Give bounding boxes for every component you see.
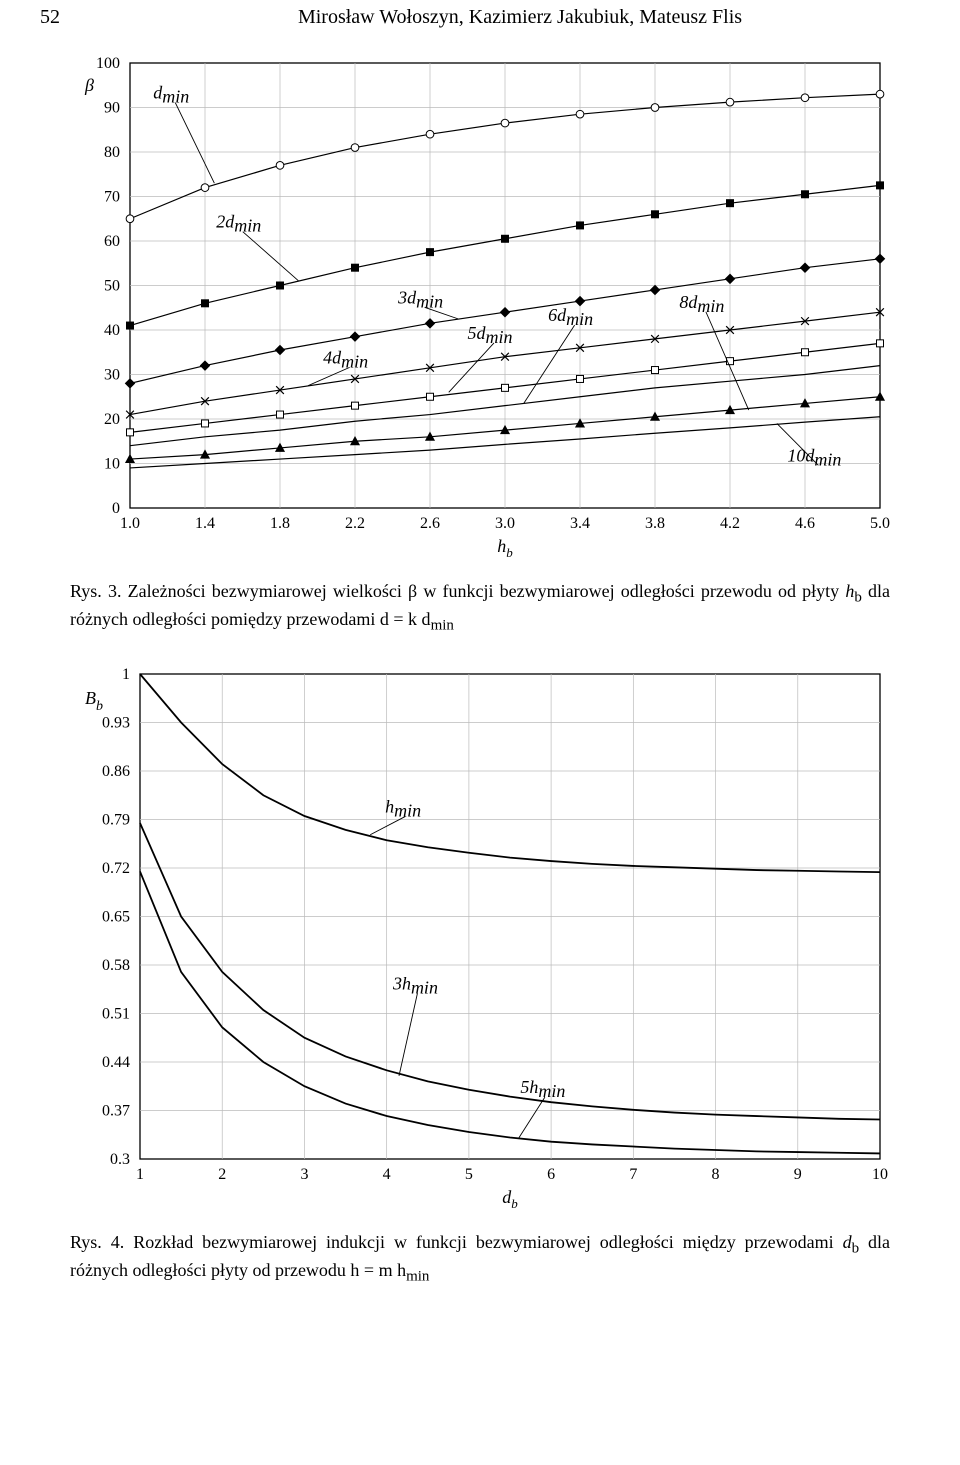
svg-text:40: 40 [104,322,120,339]
svg-text:8: 8 [712,1166,720,1183]
figure-4-caption: Rys. 4. Rozkład bezwymiarowej indukcji w… [0,1219,960,1305]
svg-text:7: 7 [629,1166,637,1183]
figure-4: 1 2 3 4 5 6 7 8 9 10 0.3 0.37 0.44 0.51 0.58 0.65 0.72 0.… [0,654,960,1219]
svg-text:0.44: 0.44 [102,1054,130,1071]
svg-text:1.8: 1.8 [270,515,290,532]
svg-text:1.4: 1.4 [195,515,215,532]
svg-text:hb: hb [497,536,513,560]
svg-text:70: 70 [104,189,120,206]
svg-text:10: 10 [872,1166,888,1183]
figure-3-caption: Rys. 3. Zależności bezwymiarowej wielkoś… [0,568,960,654]
svg-text:β: β [84,75,94,95]
svg-text:6: 6 [547,1166,555,1183]
svg-text:4: 4 [383,1166,391,1183]
figure-4-caption-text1: Rozkład bezwymiarowej indukcji w funkcji… [133,1232,842,1252]
svg-text:0.93: 0.93 [102,715,130,732]
svg-text:3: 3 [300,1166,308,1183]
svg-text:0.37: 0.37 [102,1103,130,1120]
svg-text:0.65: 0.65 [102,909,130,926]
svg-text:1.0: 1.0 [120,515,140,532]
svg-text:Bb: Bb [85,688,103,714]
figure-4-caption-prefix: Rys. 4. [70,1232,133,1252]
svg-text:0.3: 0.3 [110,1151,130,1168]
figure-3-chart: 1.0 1.4 1.8 2.2 2.6 3.0 3.4 3.8 4.2 4.6 5.0 0 10 20 30… [60,43,900,563]
svg-text:50: 50 [104,278,120,295]
page-number: 52 [40,6,120,29]
svg-text:2.6: 2.6 [420,515,440,532]
svg-text:20: 20 [104,411,120,428]
svg-text:5: 5 [465,1166,473,1183]
figure-4-caption-db-sub: b [852,1241,860,1257]
authors-line: Mirosław Wołoszyn, Kazimierz Jakubiuk, M… [120,6,920,29]
svg-text:3.4: 3.4 [570,515,590,532]
svg-text:4.2: 4.2 [720,515,740,532]
svg-text:30: 30 [104,367,120,384]
svg-text:60: 60 [104,233,120,250]
figure-3-caption-dmin-sub: min [431,618,454,634]
svg-text:80: 80 [104,144,120,161]
figure-3-caption-hb-sub: b [854,590,862,606]
figure-3: 1.0 1.4 1.8 2.2 2.6 3.0 3.4 3.8 4.2 4.6 5.0 0 10 20 30… [0,43,960,568]
svg-text:0.79: 0.79 [102,812,130,829]
svg-text:3.0: 3.0 [495,515,515,532]
page-header: 52 Mirosław Wołoszyn, Kazimierz Jakubiuk… [0,0,960,43]
figure-3-caption-prefix: Rys. 3. [70,581,128,601]
svg-text:db: db [502,1187,518,1211]
svg-text:100: 100 [96,55,120,72]
figure-3-caption-text1: Zależności bezwymiarowej wielkości β w f… [128,581,846,601]
figure-3-caption-hb: h [845,581,854,601]
svg-text:0.86: 0.86 [102,763,130,780]
svg-text:0: 0 [112,500,120,517]
figure-4-caption-hmin-sub: min [406,1269,429,1285]
svg-text:10: 10 [104,456,120,473]
svg-text:9: 9 [794,1166,802,1183]
svg-text:3.8: 3.8 [645,515,665,532]
svg-text:1: 1 [136,1166,144,1183]
svg-text:4.6: 4.6 [795,515,815,532]
svg-text:0.58: 0.58 [102,957,130,974]
svg-text:2.2: 2.2 [345,515,365,532]
svg-text:0.51: 0.51 [102,1006,130,1023]
figure-4-chart: 1 2 3 4 5 6 7 8 9 10 0.3 0.37 0.44 0.51 0.58 0.65 0.72 0.… [60,654,900,1214]
svg-text:1: 1 [122,666,130,683]
svg-text:0.72: 0.72 [102,860,130,877]
svg-text:5.0: 5.0 [870,515,890,532]
svg-text:90: 90 [104,100,120,117]
figure-4-caption-db: d [843,1232,852,1252]
svg-text:2: 2 [218,1166,226,1183]
